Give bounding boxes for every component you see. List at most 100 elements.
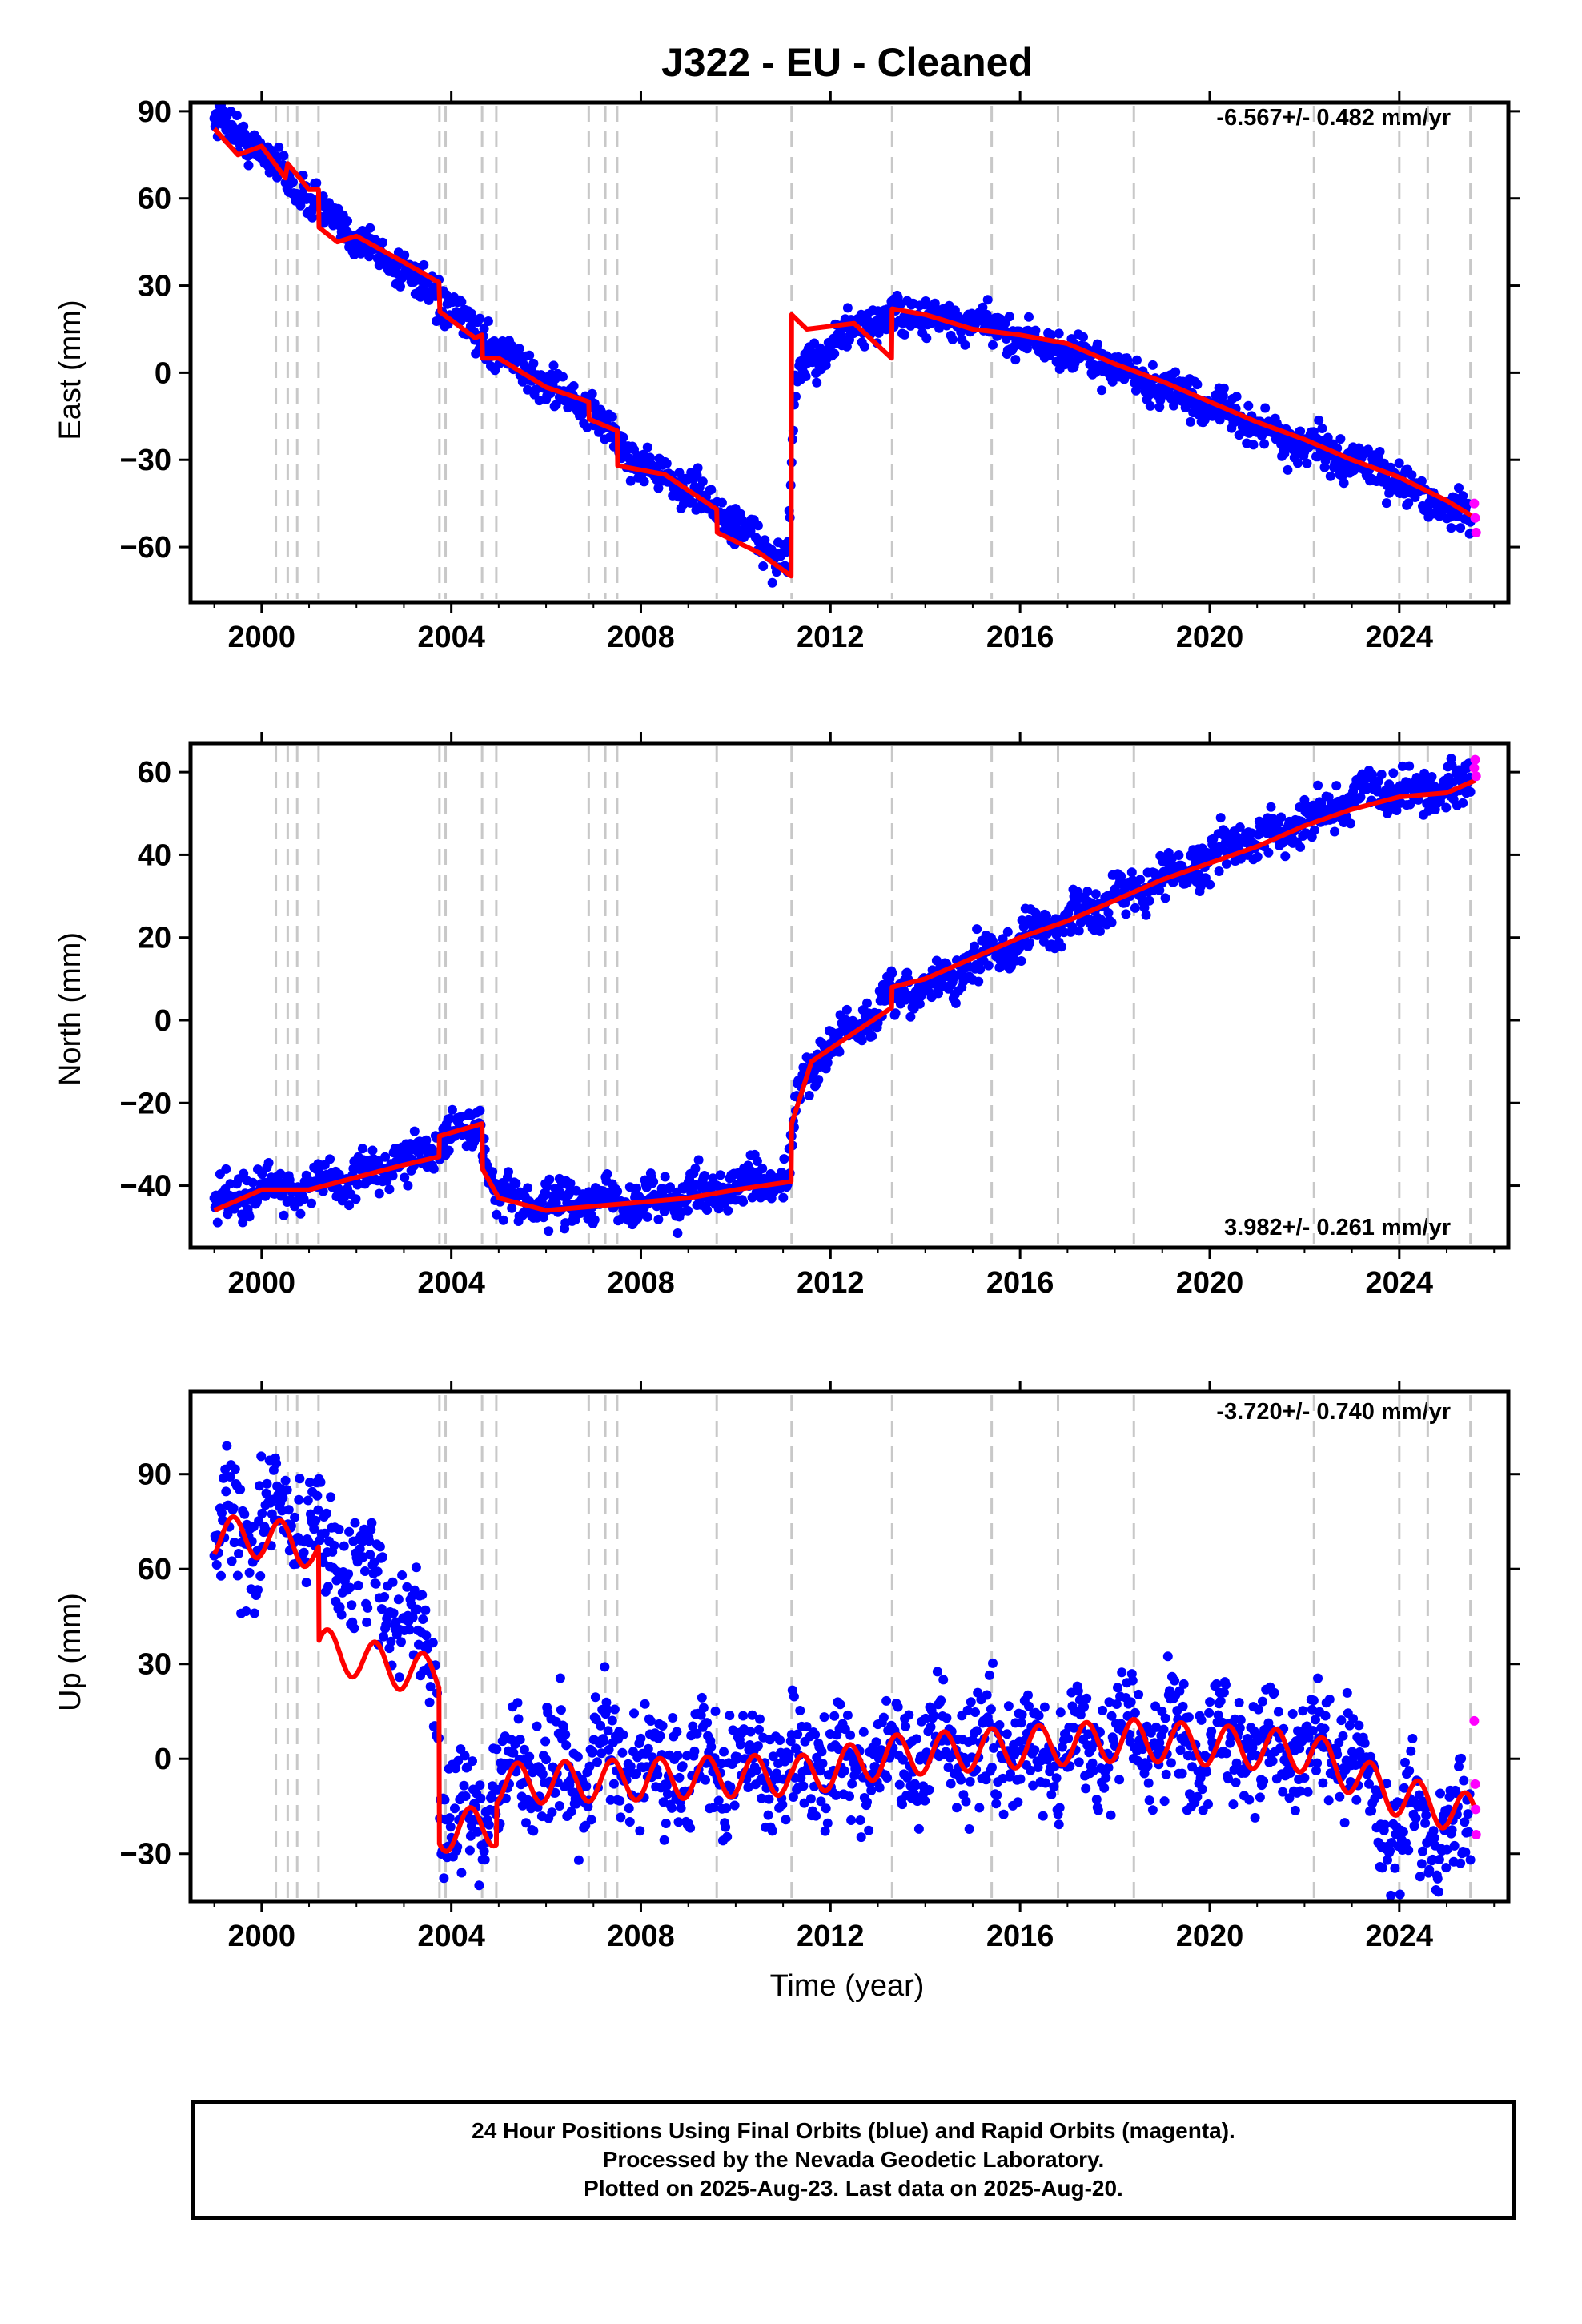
- final-orbit-point: [845, 1791, 854, 1802]
- final-orbit-point: [412, 1604, 422, 1614]
- final-orbit-point: [1433, 1887, 1443, 1897]
- final-orbit-point: [661, 458, 672, 468]
- final-orbit-point: [753, 521, 763, 531]
- final-orbit-point: [673, 1228, 683, 1238]
- final-orbit-point: [321, 1508, 331, 1518]
- final-orbit-point: [866, 1786, 877, 1795]
- final-orbit-point: [397, 1570, 408, 1580]
- final-orbit-point: [1097, 385, 1107, 396]
- final-orbit-point: [862, 998, 872, 1008]
- final-orbit-point: [374, 1188, 384, 1199]
- model-curve: [212, 127, 1477, 579]
- final-orbit-point: [676, 1803, 686, 1813]
- final-orbit-point: [384, 1184, 395, 1195]
- final-orbit-point: [801, 372, 811, 381]
- final-orbit-point: [1258, 1696, 1267, 1707]
- final-orbit-point: [1161, 1769, 1171, 1779]
- y-tick-label: 60: [138, 756, 171, 790]
- final-orbit-point: [419, 259, 429, 270]
- final-orbit-point: [480, 1855, 490, 1865]
- final-orbit-point: [315, 1477, 326, 1487]
- final-orbit-point: [556, 1705, 566, 1715]
- final-orbit-point: [1317, 424, 1327, 433]
- final-orbit-point: [1101, 1772, 1111, 1783]
- final-orbit-point: [231, 111, 242, 120]
- final-orbit-point: [409, 1126, 420, 1136]
- final-orbit-point: [1447, 777, 1458, 787]
- final-orbit-point: [1204, 1707, 1215, 1718]
- final-orbit-point: [1250, 1812, 1260, 1823]
- final-orbit-point: [1174, 850, 1184, 860]
- final-orbit-point: [701, 1775, 710, 1785]
- final-orbit-point: [1404, 1766, 1415, 1776]
- east-panel: East (mm) -6.567+/- 0.482 mm/yr 2000 2004…: [54, 91, 1520, 654]
- final-orbit-point: [834, 1047, 845, 1057]
- final-orbit-point: [616, 1812, 626, 1823]
- final-orbit-point: [855, 1815, 865, 1825]
- final-orbit-point: [1078, 332, 1088, 342]
- final-orbit-point: [775, 1735, 785, 1745]
- final-orbit-point: [1404, 761, 1415, 771]
- final-orbit-point: [378, 237, 387, 247]
- chart-title: J322 - EU - Cleaned: [661, 40, 1033, 85]
- final-orbit-point: [475, 1780, 485, 1791]
- east-axis-label: East (mm): [54, 300, 87, 440]
- final-orbit-point: [1099, 1783, 1110, 1793]
- final-orbit-point: [987, 1763, 997, 1772]
- final-orbit-point: [1415, 1872, 1425, 1882]
- final-orbit-point: [1339, 1818, 1350, 1828]
- final-orbit-point: [1449, 1840, 1460, 1851]
- final-orbit-point: [970, 1707, 980, 1717]
- final-orbit-point: [655, 1731, 665, 1741]
- x-tick-label: 2000: [228, 1266, 296, 1300]
- final-orbit-point: [1391, 806, 1402, 815]
- final-orbit-point: [1339, 478, 1349, 489]
- final-orbit-point: [1221, 1679, 1231, 1690]
- final-orbit-point: [249, 1608, 259, 1618]
- final-orbit-point: [683, 1205, 693, 1216]
- final-orbit-point: [235, 1484, 246, 1494]
- final-orbit-point: [642, 442, 652, 452]
- final-orbit-point: [1421, 1810, 1431, 1820]
- final-orbit-point: [988, 1658, 998, 1668]
- final-orbit-point: [847, 1779, 857, 1789]
- final-orbit-point: [829, 1711, 840, 1721]
- final-orbits-points: [209, 100, 1476, 588]
- final-orbit-point: [1269, 1687, 1279, 1698]
- final-orbit-point: [537, 1769, 548, 1779]
- final-orbit-point: [1114, 1775, 1125, 1785]
- final-orbit-point: [417, 1590, 428, 1600]
- final-orbit-point: [1299, 1773, 1310, 1783]
- final-orbit-point: [541, 1755, 552, 1765]
- final-orbit-point: [504, 1167, 513, 1177]
- final-orbit-point: [230, 1464, 240, 1474]
- final-orbit-point: [839, 1766, 849, 1776]
- final-orbit-point: [1367, 770, 1378, 780]
- final-orbit-point: [1197, 1784, 1207, 1795]
- final-orbit-point: [375, 1542, 385, 1552]
- final-orbit-point: [602, 1169, 612, 1179]
- final-orbit-point: [445, 1822, 456, 1832]
- final-orbit-point: [301, 1578, 311, 1588]
- final-orbit-point: [1397, 761, 1407, 771]
- final-orbit-point: [1419, 768, 1430, 778]
- final-orbit-point: [1002, 927, 1013, 937]
- final-orbit-point: [492, 1209, 502, 1220]
- final-orbit-point: [813, 1075, 824, 1085]
- final-orbit-point: [1010, 355, 1021, 365]
- final-orbit-point: [421, 1630, 432, 1641]
- final-orbit-point: [350, 1518, 360, 1528]
- x-tick-label: 2004: [417, 621, 485, 654]
- final-orbit-point: [1211, 1679, 1222, 1689]
- final-orbit-point: [1154, 885, 1165, 895]
- final-orbit-point: [396, 1637, 406, 1647]
- final-orbit-point: [956, 1775, 966, 1785]
- final-orbit-point: [932, 1667, 942, 1677]
- final-orbit-point: [394, 1672, 404, 1683]
- final-orbit-point: [1055, 1707, 1066, 1718]
- final-orbit-point: [938, 1675, 949, 1685]
- final-orbit-point: [926, 1722, 936, 1732]
- final-orbit-point: [295, 1474, 305, 1484]
- final-orbit-point: [1013, 1797, 1023, 1807]
